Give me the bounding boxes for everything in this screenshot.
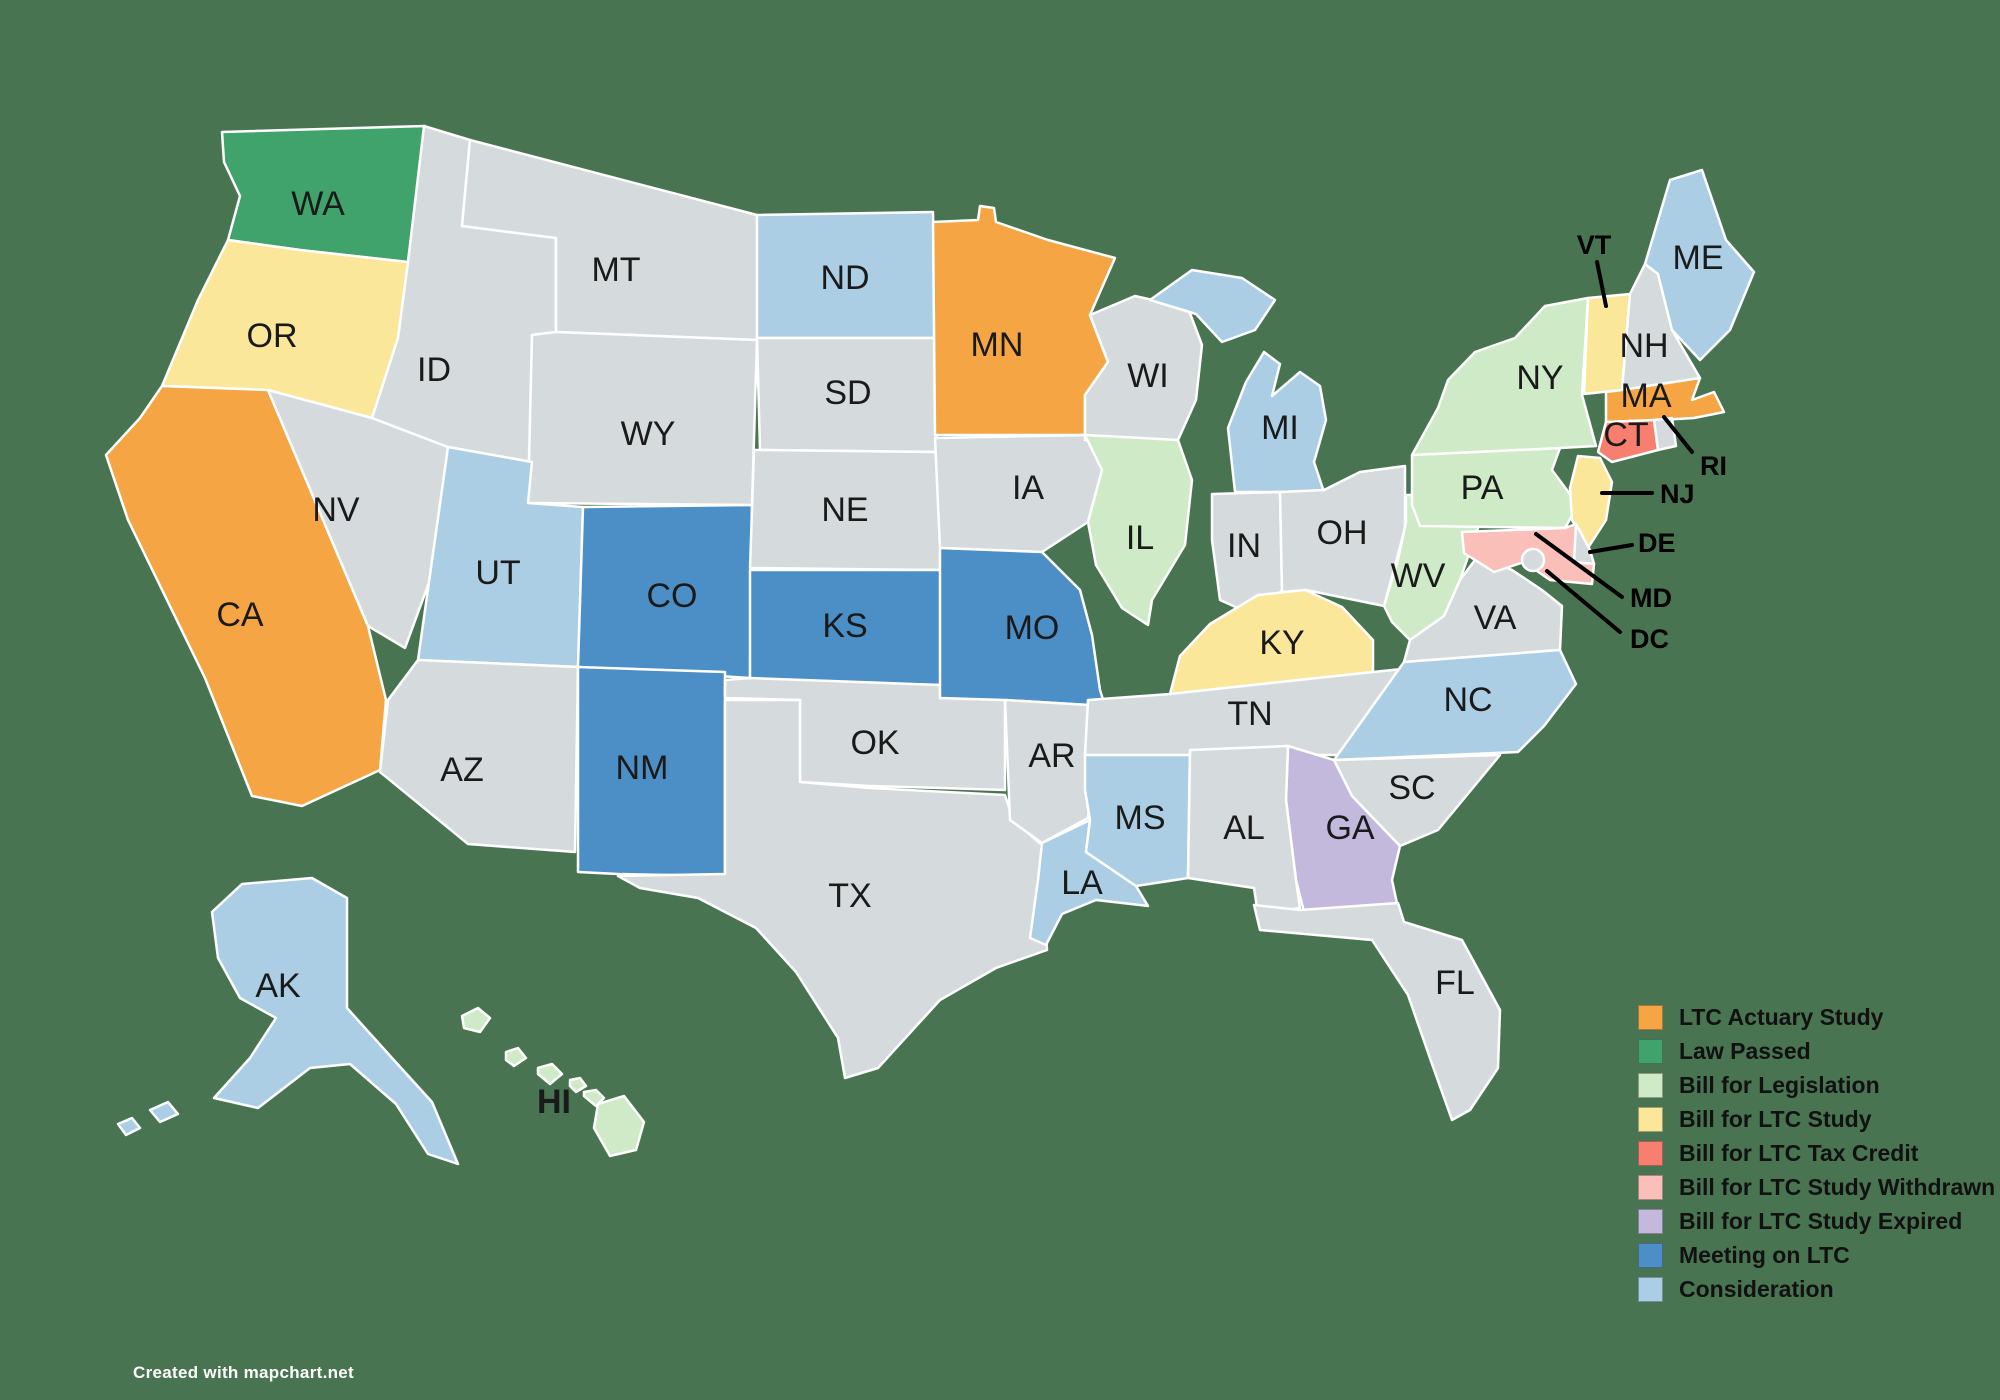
state-nd[interactable] (755, 210, 937, 340)
callout-label-md: MD (1630, 583, 1672, 613)
callout-label-ri: RI (1700, 451, 1727, 481)
callout-label-vt: VT (1577, 230, 1612, 260)
state-sd[interactable] (755, 336, 939, 454)
state-ky[interactable] (1168, 588, 1375, 696)
state-ak[interactable] (116, 876, 460, 1166)
state-wy[interactable] (526, 330, 759, 507)
legend-item-meeting_on_ltc: Meeting on LTC (1638, 1243, 1995, 1268)
state-label-hi: HI (537, 1083, 571, 1121)
legend-swatch-bill_for_ltc_tax_credit (1638, 1141, 1663, 1166)
state-al[interactable] (1186, 744, 1302, 916)
state-hi[interactable] (460, 1006, 646, 1158)
state-dc[interactable] (1520, 547, 1546, 573)
legend-swatch-law_passed (1638, 1039, 1663, 1064)
state-ne[interactable] (748, 448, 950, 572)
state-ny[interactable] (1410, 296, 1598, 457)
state-me[interactable] (1643, 168, 1756, 362)
state-ia[interactable] (933, 433, 1104, 554)
legend-item-bill_for_ltc_study_withdrawn: Bill for LTC Study Withdrawn (1638, 1175, 1995, 1200)
legend-swatch-bill_for_ltc_study_withdrawn (1638, 1175, 1663, 1200)
legend-item-law_passed: Law Passed (1638, 1039, 1995, 1064)
callout-line-vt (1595, 260, 1608, 308)
state-co[interactable] (576, 503, 754, 680)
legend-item-ltc_actuary_study: LTC Actuary Study (1638, 1005, 1995, 1030)
legend-label-bill_for_ltc_study_withdrawn: Bill for LTC Study Withdrawn (1679, 1174, 1996, 1200)
state-wa[interactable] (220, 124, 427, 264)
state-fl[interactable] (1252, 901, 1502, 1122)
state-mi[interactable] (1148, 268, 1328, 494)
legend-swatch-bill_for_legislation (1638, 1073, 1663, 1098)
state-ct[interactable] (1596, 418, 1660, 464)
legend-swatch-ltc_actuary_study (1638, 1005, 1663, 1030)
callout-label-nj: NJ (1660, 479, 1695, 509)
state-pa[interactable] (1410, 446, 1580, 530)
legend-item-bill_for_ltc_study: Bill for LTC Study (1638, 1107, 1995, 1132)
legend-item-bill_for_ltc_study_expired: Bill for LTC Study Expired (1638, 1209, 1995, 1234)
legend-swatch-bill_for_ltc_study (1638, 1107, 1663, 1132)
callout-line-ri (1662, 415, 1694, 454)
legend-label-bill_for_ltc_study_expired: Bill for LTC Study Expired (1679, 1208, 1963, 1234)
legend-label-ltc_actuary_study: LTC Actuary Study (1679, 1004, 1884, 1030)
state-il[interactable] (1083, 433, 1194, 627)
callout-label-dc: DC (1630, 624, 1669, 654)
footer-credit: Created with mapchart.net (133, 1363, 354, 1382)
state-mo[interactable] (938, 546, 1107, 708)
state-ri[interactable] (1652, 416, 1678, 452)
state-nm[interactable] (576, 665, 727, 878)
legend-item-bill_for_ltc_tax_credit: Bill for LTC Tax Credit (1638, 1141, 1995, 1166)
callout-label-de: DE (1638, 528, 1676, 558)
legend-label-meeting_on_ltc: Meeting on LTC (1679, 1242, 1850, 1268)
legend-swatch-consideration (1638, 1277, 1663, 1302)
state-az[interactable] (378, 658, 580, 854)
state-nj[interactable] (1568, 454, 1614, 550)
legend-item-consideration: Consideration (1638, 1277, 1995, 1302)
state-tx[interactable] (616, 698, 1049, 1080)
legend-label-law_passed: Law Passed (1679, 1038, 1811, 1064)
state-wi[interactable] (1083, 294, 1204, 442)
legend-label-bill_for_ltc_tax_credit: Bill for LTC Tax Credit (1679, 1140, 1919, 1166)
legend-swatch-bill_for_ltc_study_expired (1638, 1209, 1663, 1234)
callout-line-md (1534, 532, 1624, 599)
legend-label-bill_for_ltc_study: Bill for LTC Study (1679, 1106, 1872, 1132)
legend-label-consideration: Consideration (1679, 1276, 1834, 1302)
legend: LTC Actuary Study Law Passed Bill for Legi… (1638, 1005, 1995, 1311)
legend-label-bill_for_legislation: Bill for Legislation (1679, 1072, 1880, 1098)
legend-swatch-meeting_on_ltc (1638, 1243, 1663, 1268)
callout-line-dc (1545, 569, 1622, 634)
state-ks[interactable] (748, 568, 950, 687)
callout-line-de (1588, 543, 1634, 554)
legend-item-bill_for_legislation: Bill for Legislation (1638, 1073, 1995, 1098)
